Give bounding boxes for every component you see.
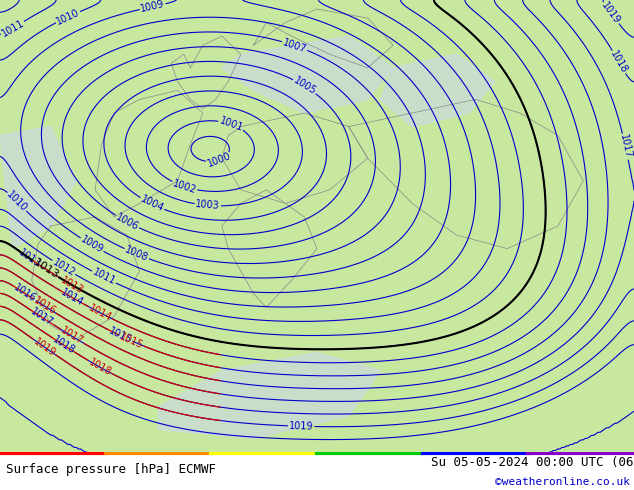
Text: 1004: 1004 [139,194,165,214]
Text: 1001: 1001 [218,115,244,133]
Text: 1002: 1002 [171,178,198,195]
Polygon shape [158,353,380,439]
Text: 1010: 1010 [4,190,29,214]
Text: 1011: 1011 [91,268,117,287]
Text: 1018: 1018 [609,49,630,75]
Text: 1014: 1014 [87,303,113,323]
Text: 1019: 1019 [288,421,313,432]
Text: 1015: 1015 [118,331,145,350]
Text: 1000: 1000 [205,151,232,170]
Text: Su 05-05-2024 00:00 UTC (06+90): Su 05-05-2024 00:00 UTC (06+90) [431,456,634,469]
Polygon shape [380,54,495,126]
Polygon shape [0,126,76,248]
Text: ©weatheronline.co.uk: ©weatheronline.co.uk [495,477,630,487]
Text: 1016: 1016 [32,295,58,317]
Text: 1016: 1016 [11,282,37,304]
Text: 1018: 1018 [51,334,77,356]
Text: 1014: 1014 [59,287,85,308]
Text: 1019: 1019 [32,336,58,358]
Text: 1017: 1017 [618,134,633,160]
Text: 1009: 1009 [139,0,165,14]
Text: 1006: 1006 [114,212,140,232]
Text: 1019: 1019 [599,0,622,26]
Text: 1017: 1017 [29,307,55,328]
Text: 1011: 1011 [0,18,26,39]
Text: 1012: 1012 [51,257,77,278]
Text: 1018: 1018 [86,357,113,377]
Text: 1013: 1013 [59,274,85,295]
Text: Surface pressure [hPa] ECMWF: Surface pressure [hPa] ECMWF [6,463,216,476]
Text: 1015: 1015 [107,326,134,345]
Text: 1008: 1008 [124,245,150,263]
Polygon shape [222,36,393,113]
Text: 1017: 1017 [59,326,85,347]
Text: 1005: 1005 [292,75,318,97]
Text: 1007: 1007 [281,37,308,54]
Text: 1013: 1013 [17,247,42,270]
Text: 1009: 1009 [79,234,105,255]
Text: 1003: 1003 [195,199,221,211]
Text: 1010: 1010 [55,7,81,26]
Text: 1013: 1013 [31,257,60,281]
